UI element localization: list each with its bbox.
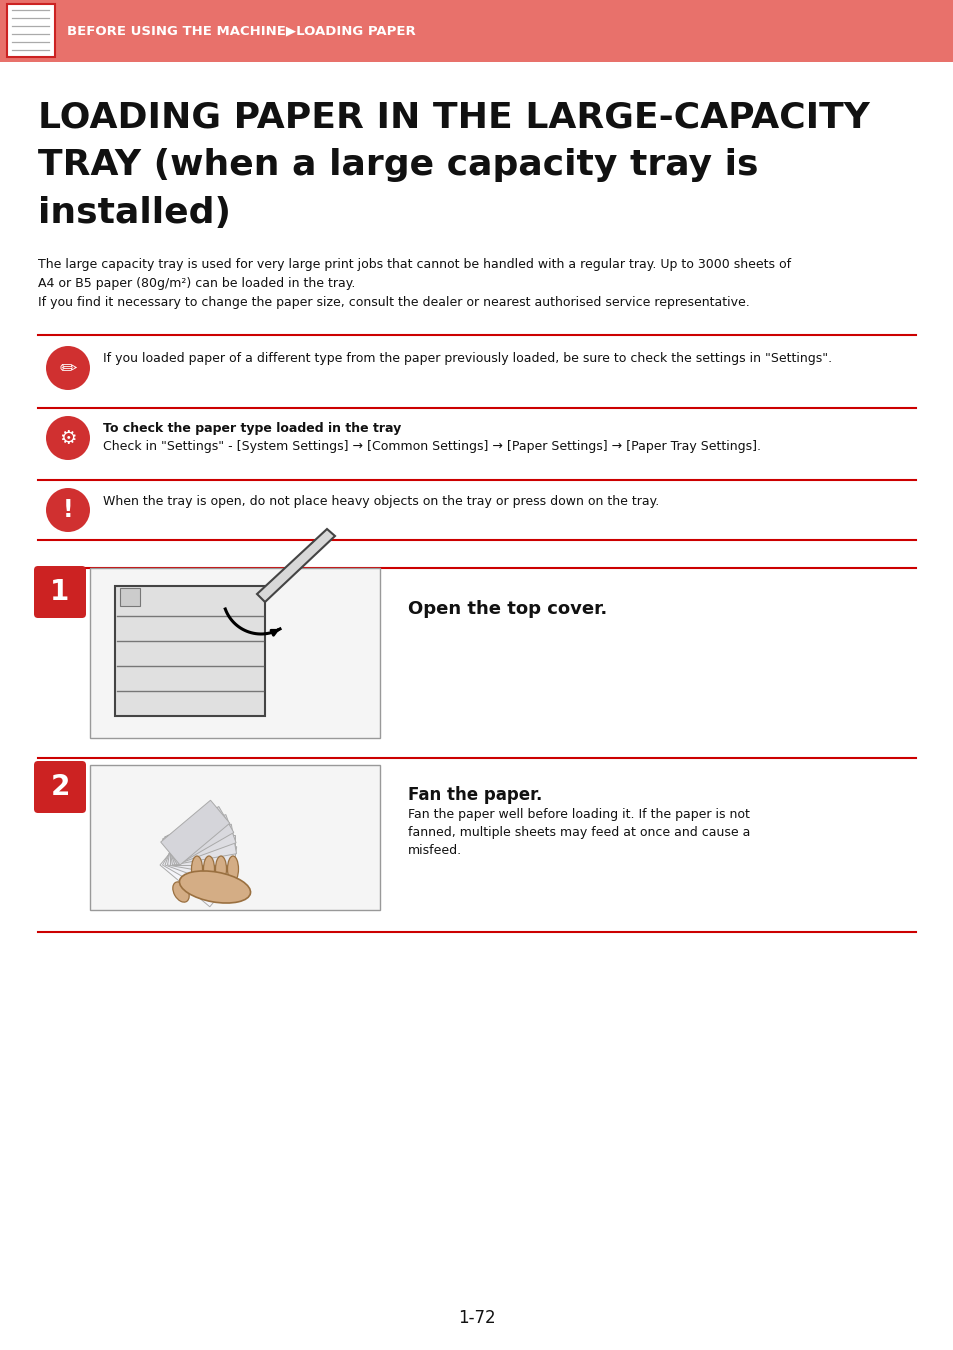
- Circle shape: [46, 346, 90, 390]
- Text: If you loaded paper of a different type from the paper previously loaded, be sur: If you loaded paper of a different type …: [103, 352, 831, 365]
- Polygon shape: [168, 836, 236, 876]
- Polygon shape: [165, 814, 235, 865]
- Text: Open the top cover.: Open the top cover.: [408, 599, 607, 618]
- Text: 1-72: 1-72: [457, 1310, 496, 1327]
- Ellipse shape: [172, 882, 189, 902]
- FancyBboxPatch shape: [120, 589, 140, 606]
- Text: LOADING PAPER IN THE LARGE-CAPACITY: LOADING PAPER IN THE LARGE-CAPACITY: [38, 100, 869, 134]
- Text: ⚙: ⚙: [59, 428, 76, 447]
- Text: To check the paper type loaded in the tray: To check the paper type loaded in the tr…: [103, 423, 401, 435]
- Text: A4 or B5 paper (80g/m²) can be loaded in the tray.: A4 or B5 paper (80g/m²) can be loaded in…: [38, 277, 355, 290]
- Text: Fan the paper well before loading it. If the paper is not: Fan the paper well before loading it. If…: [408, 809, 749, 821]
- Ellipse shape: [179, 871, 251, 903]
- Circle shape: [46, 487, 90, 532]
- Polygon shape: [160, 842, 229, 907]
- Text: BEFORE USING THE MACHINE▶LOADING PAPER: BEFORE USING THE MACHINE▶LOADING PAPER: [67, 24, 416, 38]
- FancyBboxPatch shape: [0, 0, 953, 62]
- Text: misfeed.: misfeed.: [408, 844, 461, 857]
- Text: TRAY (when a large capacity tray is: TRAY (when a large capacity tray is: [38, 148, 758, 182]
- Polygon shape: [167, 824, 236, 865]
- Ellipse shape: [215, 856, 226, 882]
- Ellipse shape: [192, 856, 202, 882]
- Text: 2: 2: [51, 774, 70, 801]
- Text: !: !: [63, 498, 73, 522]
- Text: If you find it necessary to change the paper size, consult the dealer or nearest: If you find it necessary to change the p…: [38, 296, 749, 309]
- Polygon shape: [256, 529, 335, 602]
- Polygon shape: [160, 801, 230, 865]
- FancyBboxPatch shape: [115, 586, 265, 716]
- Polygon shape: [165, 837, 236, 887]
- FancyBboxPatch shape: [90, 765, 379, 910]
- Ellipse shape: [227, 856, 238, 882]
- Polygon shape: [162, 838, 233, 898]
- Ellipse shape: [203, 856, 214, 882]
- Text: When the tray is open, do not place heavy objects on the tray or press down on t: When the tray is open, do not place heav…: [103, 495, 659, 508]
- Circle shape: [46, 416, 90, 460]
- FancyBboxPatch shape: [34, 566, 86, 618]
- Polygon shape: [162, 806, 233, 865]
- Text: fanned, multiple sheets may feed at once and cause a: fanned, multiple sheets may feed at once…: [408, 826, 750, 838]
- Text: Check in "Settings" - [System Settings] → [Common Settings] → [Paper Settings] →: Check in "Settings" - [System Settings] …: [103, 440, 760, 454]
- FancyBboxPatch shape: [7, 4, 55, 57]
- Text: Fan the paper.: Fan the paper.: [408, 786, 542, 805]
- Text: installed): installed): [38, 196, 231, 230]
- Text: The large capacity tray is used for very large print jobs that cannot be handled: The large capacity tray is used for very…: [38, 258, 790, 271]
- FancyBboxPatch shape: [90, 568, 379, 738]
- Text: ✏: ✏: [59, 358, 76, 378]
- Text: 1: 1: [51, 578, 70, 606]
- FancyBboxPatch shape: [34, 761, 86, 813]
- Polygon shape: [170, 836, 234, 865]
